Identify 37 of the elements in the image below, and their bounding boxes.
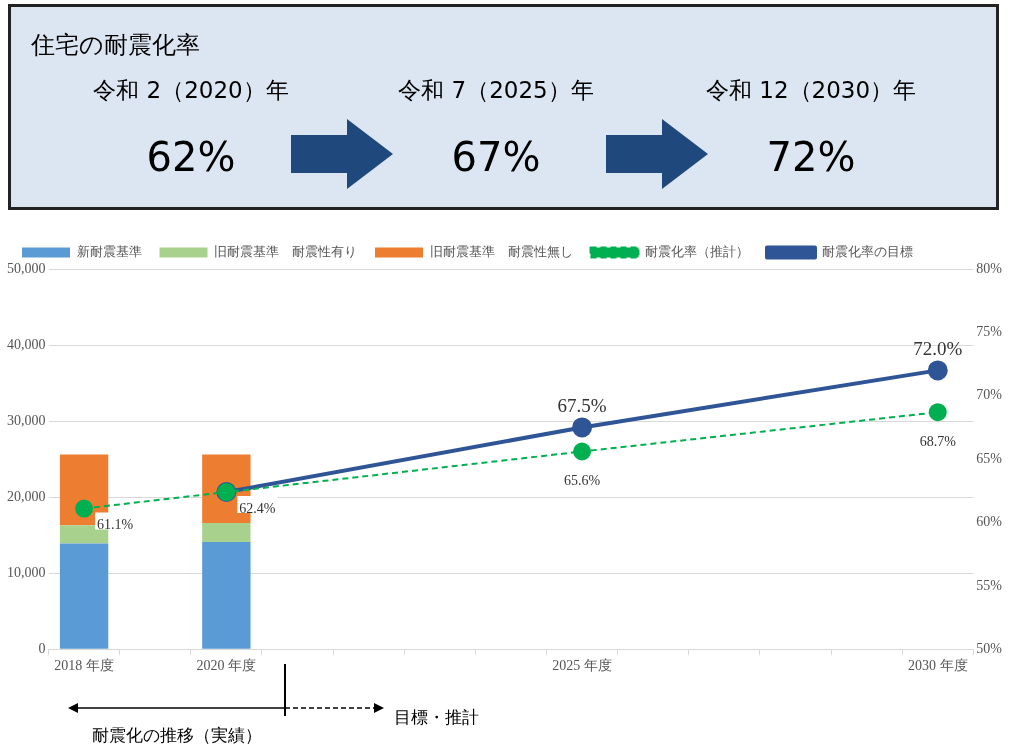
y2-tick-label: 60% [976,514,1003,530]
legend-label: 新耐震基準 [76,244,142,260]
text: 目標・推計 [394,706,479,729]
legend-label: 旧耐震基準 耐震性無し [429,244,573,260]
data-label: 72.0% [913,338,963,360]
y-tick-label: 20,000 [7,488,46,504]
legend-label: 耐震化率（推計） [645,244,749,260]
y-tick-label: 0 [38,640,46,656]
text: 令和 12（2030）年 [704,76,918,105]
y2-tick-label: 75% [976,324,1003,340]
data-label: 68.7% [919,433,957,449]
text: 67% [450,134,542,180]
data-label: 65.6% [563,473,601,489]
x-tick-label: 2025 年度 [552,658,612,674]
data-label: 62.4% [239,500,276,516]
y-tick-label: 40,000 [7,336,46,352]
y-tick-label: 50,000 [7,260,46,276]
legend-label: 旧耐震基準 耐震性有り [214,244,357,260]
text: 62% [145,134,237,180]
y2-tick-label: 80% [976,260,1003,276]
y-tick-label: 30,000 [7,412,46,428]
text: 72% [765,134,857,180]
y-tick-label: 10,000 [7,564,46,580]
x-tick-label: 2020 年度 [196,658,257,674]
legend-label: 耐震化率の目標 [821,244,913,260]
text: 令和 2（2020）年 [92,76,290,105]
data-label: 67.5% [557,395,607,417]
y2-tick-label: 50% [976,640,1003,656]
text: 耐震化の推移（実績） [92,724,262,747]
y2-tick-label: 65% [976,450,1003,466]
x-tick-label: 2018 年度 [54,658,114,674]
text: 住宅の耐震化率 [31,30,200,61]
data-label: 61.1% [97,517,134,533]
x-tick-label: 2030 年度 [908,658,968,674]
y2-tick-label: 55% [976,577,1003,593]
y2-tick-label: 70% [976,387,1003,403]
text: 令和 7（2025）年 [397,76,595,105]
